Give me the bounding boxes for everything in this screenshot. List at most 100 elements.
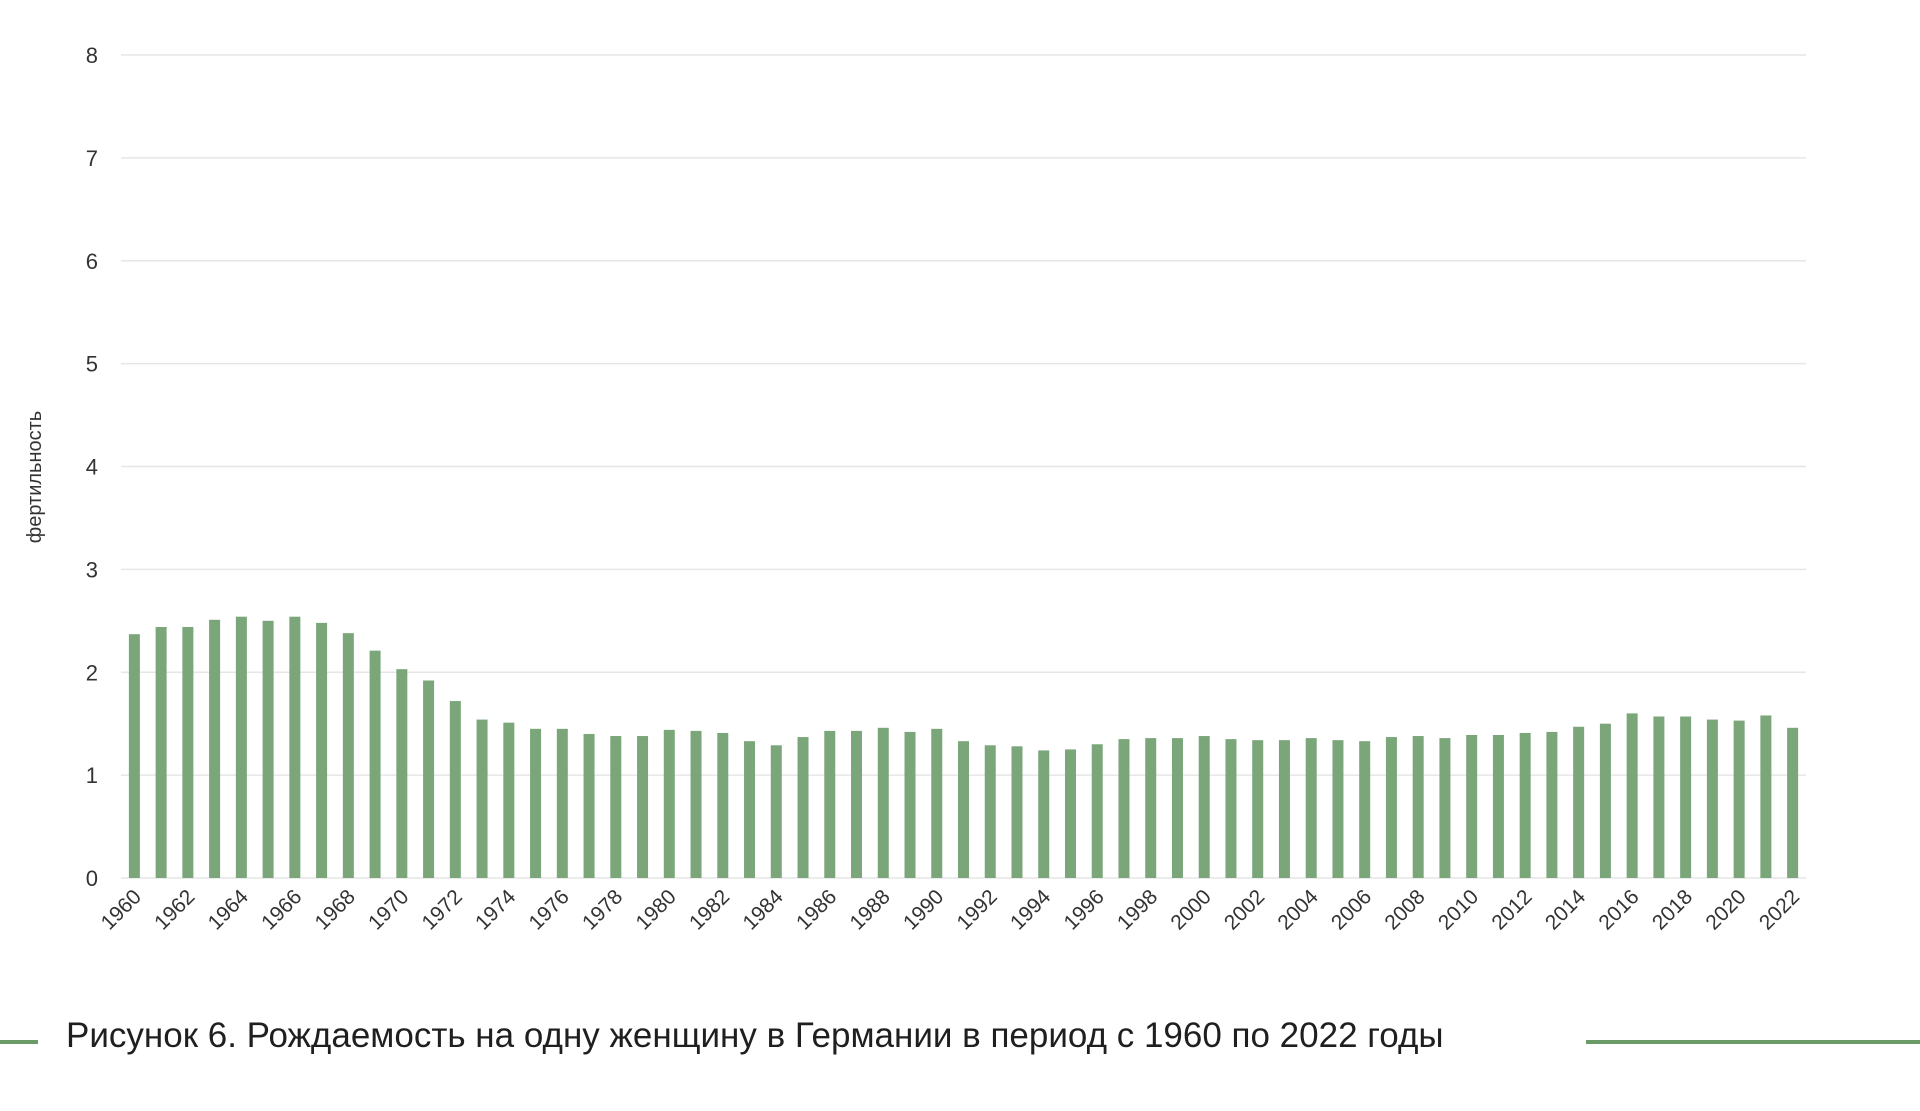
y-tick-label: 2 [86, 660, 98, 685]
x-tick-label: 1990 [899, 885, 948, 934]
y-tick-label: 1 [86, 763, 98, 788]
bar-1975 [530, 728, 542, 878]
caption-left-rule [0, 1040, 38, 1044]
bar-1989 [904, 731, 916, 878]
x-tick-label: 2004 [1273, 885, 1323, 935]
y-tick-label: 4 [86, 455, 98, 480]
bar-2006 [1359, 741, 1371, 878]
y-tick-label: 0 [86, 866, 98, 891]
bar-2018 [1680, 716, 1692, 878]
bar-1965 [262, 620, 274, 878]
bar-1971 [423, 680, 435, 878]
bar-1991 [958, 741, 969, 878]
x-tick-label: 2010 [1434, 885, 1483, 934]
bar-2001 [1225, 739, 1237, 878]
x-tick-label: 2000 [1166, 885, 1215, 934]
x-tick-label: 1974 [471, 885, 521, 935]
bar-1969 [369, 650, 381, 878]
x-tick-label: 1994 [1006, 885, 1056, 935]
bar-2020 [1733, 720, 1745, 878]
bar-1970 [396, 669, 408, 878]
bar-1992 [984, 745, 996, 878]
x-tick-label: 1962 [150, 885, 199, 934]
x-tick-label: 1976 [525, 885, 574, 934]
bar-2012 [1519, 732, 1531, 878]
bar-1994 [1038, 750, 1050, 878]
x-tick-label: 2014 [1541, 885, 1591, 935]
x-tick-label: 1984 [739, 885, 789, 935]
bar-1968 [342, 633, 354, 878]
y-tick-label: 6 [86, 249, 98, 274]
bar-1984 [770, 745, 782, 878]
bars [128, 616, 1799, 878]
bar-2002 [1252, 740, 1264, 878]
bar-2019 [1706, 719, 1718, 878]
bar-1999 [1171, 738, 1183, 878]
bar-1964 [235, 616, 247, 878]
x-tick-label: 2022 [1755, 885, 1804, 934]
bar-2015 [1599, 723, 1611, 878]
bar-1973 [476, 719, 488, 878]
bar-1978 [610, 736, 622, 878]
x-tick-label: 1980 [632, 885, 681, 934]
x-tick-label: 1978 [578, 885, 627, 934]
bar-1974 [503, 722, 515, 878]
bar-1979 [637, 736, 649, 878]
bar-2016 [1626, 713, 1638, 878]
x-tick-label: 2012 [1487, 885, 1536, 934]
y-axis-label: фертильность [24, 411, 46, 543]
bar-1982 [717, 732, 729, 878]
bar-1980 [663, 729, 675, 878]
bar-2009 [1439, 738, 1451, 878]
bar-1995 [1064, 749, 1076, 878]
bar-2005 [1332, 740, 1344, 878]
x-tick-label: 1968 [311, 885, 360, 934]
bar-1963 [209, 619, 221, 878]
bar-1987 [851, 730, 863, 878]
bar-1985 [797, 737, 809, 878]
x-tick-label: 1998 [1113, 885, 1162, 934]
y-tick-label: 8 [86, 43, 98, 68]
bar-2011 [1492, 735, 1504, 878]
bar-1981 [690, 730, 702, 878]
bar-1977 [583, 733, 595, 878]
x-tick-label: 2008 [1380, 885, 1429, 934]
bar-2013 [1546, 731, 1558, 878]
bar-2004 [1305, 738, 1317, 878]
x-tick-label: 2020 [1701, 885, 1750, 934]
x-tick-label: 2002 [1220, 885, 1269, 934]
bar-1993 [1011, 746, 1023, 878]
bar-1990 [931, 728, 943, 878]
caption-right-rule [1586, 1040, 1920, 1044]
bar-1960 [128, 634, 140, 878]
y-tick-label: 5 [86, 352, 98, 377]
bar-1983 [744, 741, 756, 878]
bar-2014 [1573, 726, 1585, 878]
bar-2021 [1760, 715, 1772, 878]
x-tick-label: 2018 [1648, 885, 1697, 934]
x-tick-label: 1986 [792, 885, 841, 934]
bar-2008 [1412, 736, 1424, 878]
x-tick-label: 1960 [97, 885, 146, 934]
bar-1976 [556, 728, 568, 878]
bar-1986 [824, 730, 836, 878]
y-tick-label: 3 [86, 557, 98, 582]
x-tick-label: 1992 [952, 885, 1001, 934]
figure-caption: Рисунок 6. Рождаемость на одну женщину в… [66, 1016, 1444, 1055]
x-tick-label: 1996 [1059, 885, 1108, 934]
bar-2022 [1787, 727, 1799, 878]
bar-1972 [449, 701, 461, 878]
x-tick-label: 1970 [364, 885, 413, 934]
bar-1988 [877, 727, 889, 878]
x-tick-label: 1972 [418, 885, 467, 934]
bar-1962 [182, 626, 194, 878]
bar-2007 [1385, 737, 1397, 878]
x-axis-ticks: 1960 1962 1964 1966 1968 1970 1972 1974 1976 1978… [97, 885, 1805, 935]
bar-1966 [289, 616, 301, 878]
x-tick-label: 2006 [1327, 885, 1376, 934]
bar-1967 [316, 622, 328, 878]
x-tick-label: 1966 [257, 885, 306, 934]
bar-2003 [1278, 740, 1290, 878]
bar-1961 [155, 626, 167, 878]
